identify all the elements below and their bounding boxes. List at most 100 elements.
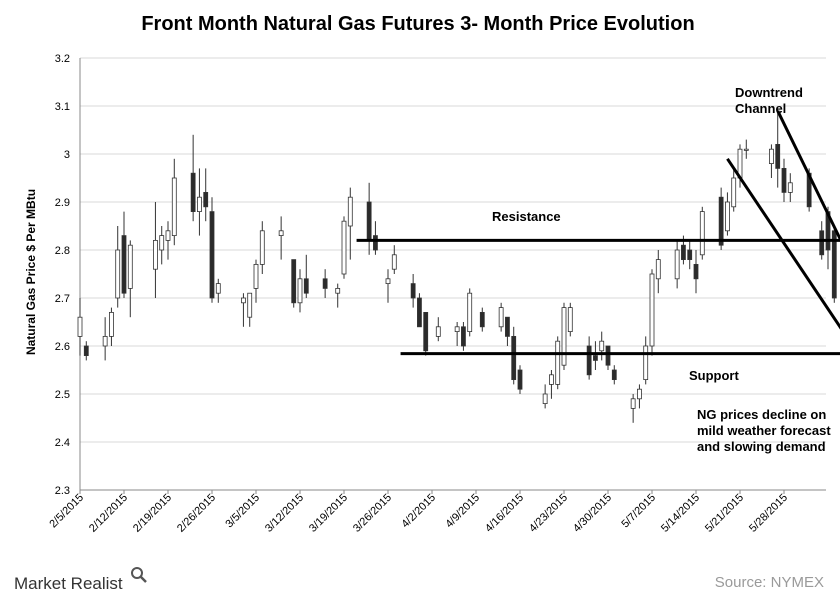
candle xyxy=(115,226,121,308)
x-tick-label: 5/14/2015 xyxy=(659,492,702,535)
candle xyxy=(109,307,114,346)
candle xyxy=(781,158,787,202)
candle xyxy=(643,336,649,385)
resistance-label: Resistance xyxy=(492,209,561,224)
candle xyxy=(649,269,655,356)
candle xyxy=(347,187,353,260)
candle xyxy=(611,365,617,385)
candle xyxy=(253,259,259,303)
candle xyxy=(787,173,793,202)
candle xyxy=(127,240,133,318)
y-tick-label: 2.7 xyxy=(55,293,70,305)
trendline xyxy=(776,110,840,243)
candle xyxy=(693,250,699,294)
candle xyxy=(77,298,83,356)
y-tick-label: 2.5 xyxy=(55,389,70,401)
candle xyxy=(586,336,592,380)
channel-label-line1: Downtrend xyxy=(735,85,803,100)
candle xyxy=(561,302,567,370)
candle xyxy=(303,254,309,298)
x-tick-label: 3/19/2015 xyxy=(307,492,350,535)
candle xyxy=(775,110,781,188)
candle xyxy=(769,144,774,178)
note-line2: mild weather forecast xyxy=(697,423,831,438)
y-tick-label: 3 xyxy=(64,149,70,161)
candle xyxy=(391,245,397,274)
candle xyxy=(517,365,523,394)
candle xyxy=(259,221,265,274)
candle xyxy=(278,216,284,260)
candle xyxy=(417,293,422,328)
candle xyxy=(725,192,730,236)
x-tick-label: 4/16/2015 xyxy=(483,492,526,535)
candle xyxy=(341,216,347,279)
candle xyxy=(731,168,737,212)
candle xyxy=(366,182,372,255)
x-tick-label: 3/12/2015 xyxy=(263,492,306,535)
support-label: Support xyxy=(689,368,739,383)
x-tick-label: 4/30/2015 xyxy=(571,492,614,535)
channel-label-line2: Channel xyxy=(735,101,786,116)
candle xyxy=(699,206,705,260)
candle xyxy=(674,240,680,289)
candle xyxy=(435,317,441,342)
candle xyxy=(743,139,749,159)
x-tick-label: 4/2/2015 xyxy=(399,492,438,531)
candle xyxy=(241,293,246,327)
candle xyxy=(410,274,416,308)
candle xyxy=(297,269,303,313)
candle xyxy=(630,394,636,423)
candle xyxy=(655,250,661,294)
x-tick-label: 5/7/2015 xyxy=(619,492,658,531)
candle xyxy=(322,269,328,298)
candle xyxy=(555,336,561,390)
candle xyxy=(203,168,209,222)
candle xyxy=(637,384,642,409)
note-line1: NG prices decline on xyxy=(697,407,826,422)
candle xyxy=(511,326,517,385)
x-tick-label: 2/19/2015 xyxy=(131,492,174,535)
chart-title: Front Month Natural Gas Futures 3- Month… xyxy=(141,13,694,35)
y-tick-label: 2.6 xyxy=(55,341,70,353)
candle xyxy=(831,226,837,303)
candle xyxy=(291,259,297,308)
source-note: Source: NYMEX xyxy=(715,574,824,591)
candle xyxy=(479,307,485,332)
candle xyxy=(599,331,605,361)
candle xyxy=(247,292,253,327)
y-tick-label: 2.9 xyxy=(55,197,70,209)
candle xyxy=(190,134,196,222)
candle xyxy=(165,221,171,260)
candle xyxy=(505,316,510,346)
candle xyxy=(209,197,215,303)
y-tick-label: 2.4 xyxy=(55,437,70,449)
candle xyxy=(159,226,165,265)
x-tick-label: 2/5/2015 xyxy=(47,492,86,531)
brand-logo-text: Market Realist xyxy=(14,574,123,593)
candle xyxy=(171,158,177,246)
axes: 2.3 2.4 2.5 2.6 2.7 2.8 2.9 3 3.1 3.2 2/5/2015 2/12… xyxy=(47,53,826,535)
candle xyxy=(549,370,554,399)
candle xyxy=(153,202,158,298)
candles xyxy=(77,110,837,423)
x-tick-label: 2/12/2015 xyxy=(87,492,130,535)
trendlines xyxy=(356,110,840,356)
candle xyxy=(373,221,378,255)
y-tick-label: 3.2 xyxy=(55,53,70,65)
x-tick-label: 5/21/2015 xyxy=(703,492,746,535)
candle xyxy=(687,240,693,270)
x-tick-label: 3/5/2015 xyxy=(223,492,262,531)
candle xyxy=(197,168,202,236)
candle xyxy=(423,311,429,356)
candle xyxy=(461,322,466,351)
trendline xyxy=(726,157,840,330)
y-tick-label: 3.1 xyxy=(55,101,70,113)
candle xyxy=(335,283,341,308)
x-tick-label: 4/23/2015 xyxy=(527,492,570,535)
y-axis-label: Natural Gas Price $ Per MBtu xyxy=(24,189,38,355)
candle xyxy=(215,278,221,303)
candle xyxy=(567,302,573,337)
magnifier-icon xyxy=(131,567,147,583)
candle xyxy=(121,211,127,298)
